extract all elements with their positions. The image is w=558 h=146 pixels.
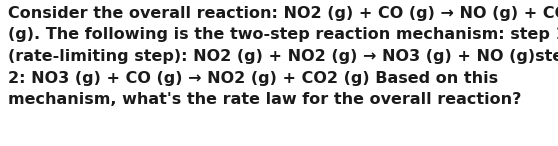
Text: Consider the overall reaction: NO2 (g) + CO (g) → NO (g) + CO2
(g). The followin: Consider the overall reaction: NO2 (g) +… bbox=[8, 6, 558, 107]
